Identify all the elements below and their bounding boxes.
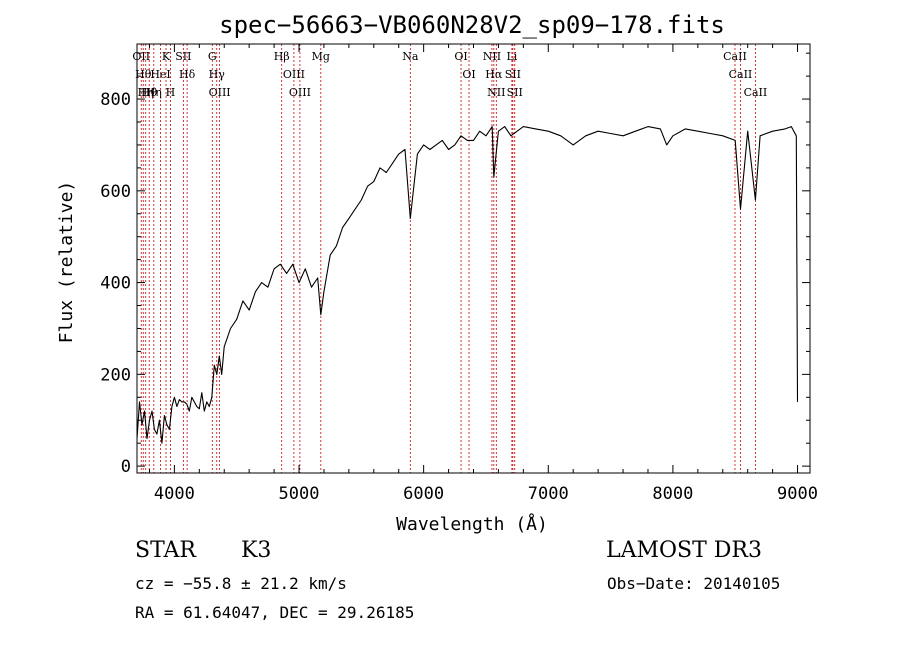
line-marker-label: OII [132,50,150,63]
line-marker-label: Hθ [141,86,158,99]
line-marker-label: HeI [150,68,170,81]
line-marker-label: NII [487,86,505,99]
obs-date-readout: Obs−Date: 20140105 [607,574,781,593]
line-marker-label: Na [402,50,419,63]
line-marker-label: Hβ [274,50,290,63]
line-marker-label: G [208,50,217,63]
y-axis-label: Flux (relative) [56,181,77,344]
line-marker-label: Hγ [209,68,226,81]
line-marker-label: Hα [485,68,503,81]
x-axis-ticks: 4000 5000 6000 7000 8000 9000 [148,44,818,504]
line-marker-label: OI [462,68,475,81]
y-tick-label: 0 [121,457,131,477]
line-marker-label: Hη [138,86,154,99]
x-tick-label: 6000 [403,484,444,504]
coordinates-readout: RA = 61.64047, DEC = 29.26185 [135,603,415,622]
x-tick-label: 7000 [528,484,569,504]
line-marker-label: Mg [312,50,330,63]
line-marker-label: Hη [146,86,162,99]
x-tick-label: 9000 [777,484,818,504]
chart-title: spec−56663−VB060N28V2_sp09−178.fits [219,11,725,39]
y-tick-label: 800 [100,90,131,110]
subclass-label: K3 [241,538,272,563]
x-tick-label: 5000 [279,484,320,504]
line-marker-label: K [162,50,171,63]
x-axis-label: Wavelength (Å) [396,513,548,535]
survey-label: LAMOST DR3 [606,538,762,563]
line-marker-label: SII [505,68,521,81]
line-marker-label: CaII [729,68,753,81]
plot-frame [136,43,811,474]
line-marker-label: Li [506,50,517,63]
spectrum-line [136,126,799,444]
x-tick-label: 4000 [154,484,195,504]
spectrum-series [136,126,799,444]
redshift-readout: cz = −55.8 ± 21.2 km/s [135,574,347,593]
emission-line-labels: OIIHθHηHθHηHeIKHSIIHδGHγOIIIHβOIIIOIIIMg… [132,50,767,99]
line-marker-label: SII [507,86,523,99]
line-marker-label: OI [454,50,467,63]
line-marker-label: OIII [289,86,311,99]
y-tick-label: 600 [100,182,131,202]
emission-line-markers [140,44,756,473]
line-marker-label: OIII [209,86,231,99]
line-marker-label: OIII [283,68,305,81]
y-tick-label: 400 [100,274,131,294]
y-axis-ticks: 0 200 400 600 800 [100,52,810,477]
line-marker-label: Hδ [179,68,196,81]
line-marker-label: H [166,86,176,99]
line-marker-label: NII [483,50,501,63]
line-marker-label: CaII [723,50,747,63]
class-label: STAR [135,538,196,563]
line-marker-label: Hθ [135,68,152,81]
y-tick-label: 200 [100,365,131,385]
x-tick-label: 8000 [652,484,693,504]
line-marker-label: SII [175,50,191,63]
line-marker-label: CaII [744,86,768,99]
